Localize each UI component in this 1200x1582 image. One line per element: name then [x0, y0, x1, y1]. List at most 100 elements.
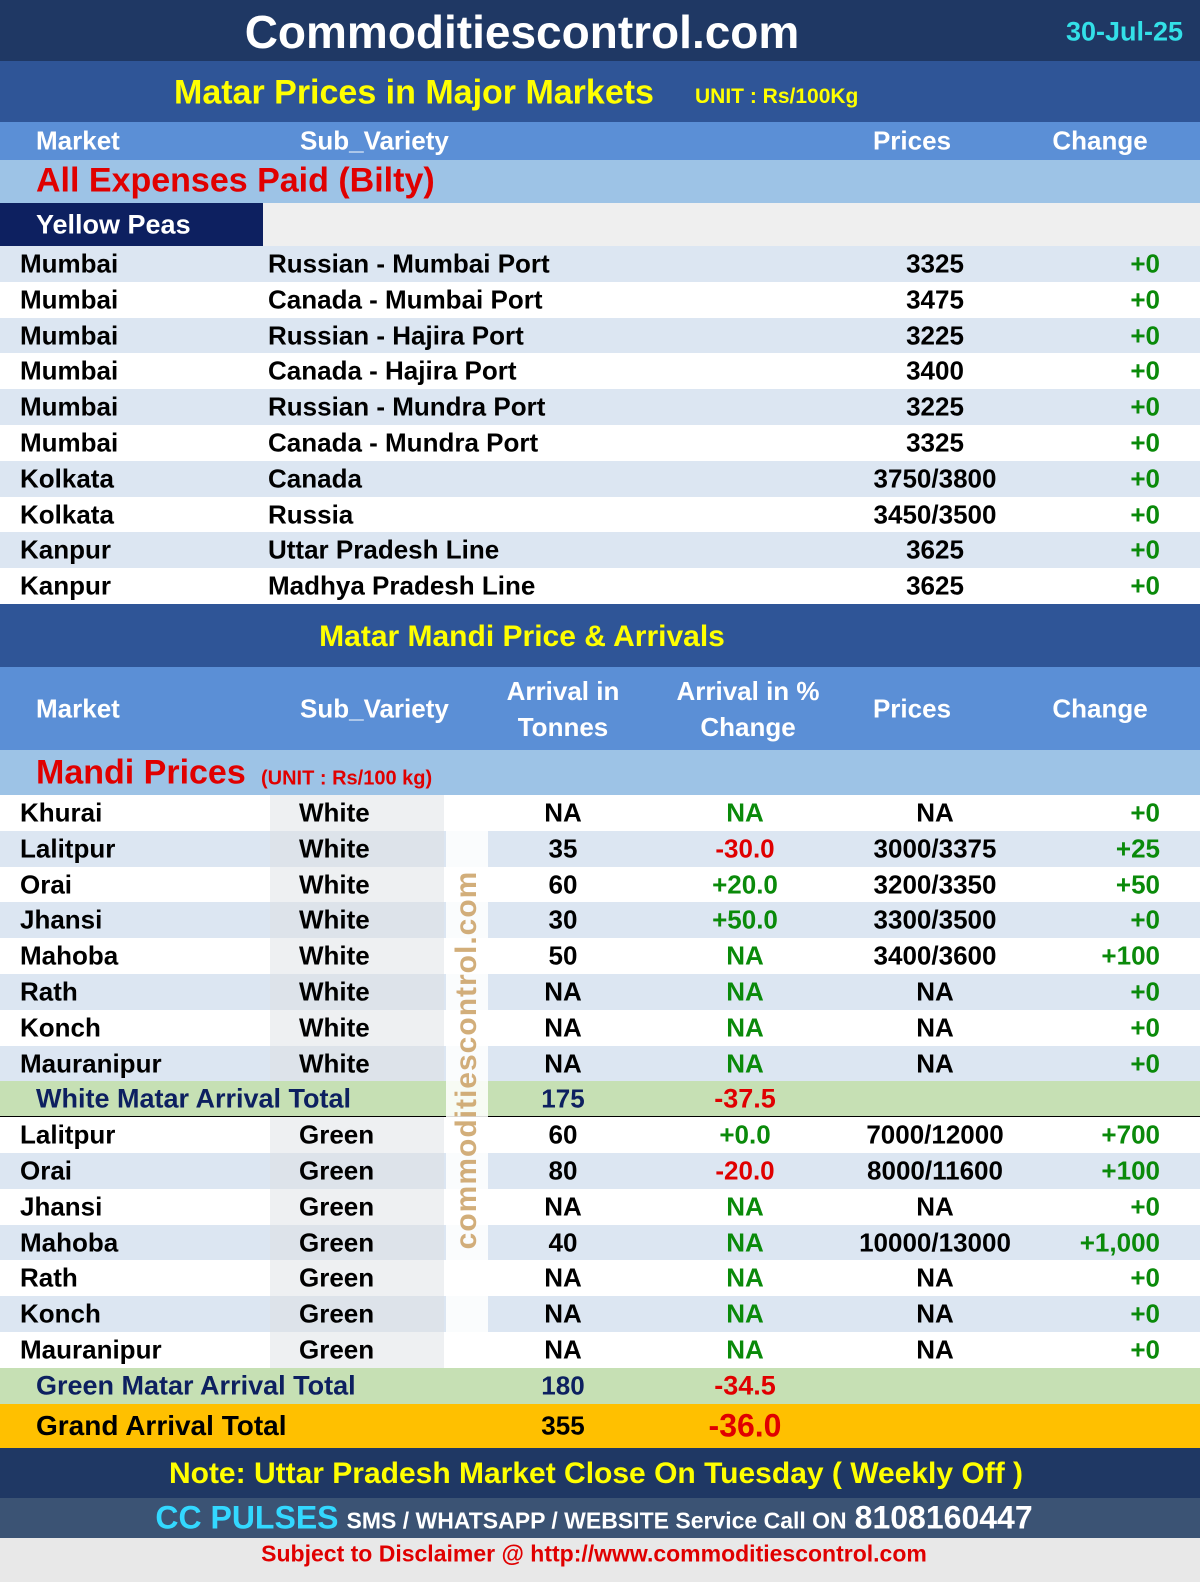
section-title: Matar Mandi Price & Arrivals: [319, 620, 725, 653]
sub-variety: Green: [299, 1119, 375, 1150]
phone: 8108160447: [854, 1499, 1033, 1536]
price: 3625: [906, 570, 964, 601]
column-header: Prices: [872, 693, 952, 724]
sub-variety: White: [299, 976, 370, 1007]
change: +50: [1115, 869, 1160, 899]
unit: UNIT : Rs/100Kg: [695, 85, 859, 108]
table-row: [0, 1117, 1200, 1153]
price: 8000/11600: [867, 1155, 1003, 1186]
group-label: All Expenses Paid (Bilty): [36, 161, 435, 200]
section-title: Matar Prices in Major Markets: [174, 73, 654, 112]
sub-variety: Green: [299, 1155, 375, 1186]
market: Mahoba: [20, 940, 119, 971]
market: Orai: [20, 1155, 73, 1186]
section-title-bar: [0, 604, 1200, 667]
arrival-change: NA: [726, 1012, 764, 1043]
sub-variety-cell: [270, 1224, 444, 1261]
change: +0: [1130, 976, 1160, 1007]
table-row: [0, 830, 1200, 867]
price: NA: [916, 1334, 954, 1365]
price: 3300/3500: [873, 904, 997, 935]
table-row: [0, 1153, 1200, 1189]
group-label: Mandi Prices: [36, 753, 246, 792]
arrival: NA: [544, 797, 582, 828]
sub-variety-cell: [270, 1045, 444, 1082]
table-row: [0, 938, 1200, 974]
market: Jhansi: [20, 1191, 103, 1222]
sub-variety: Uttar Pradesh Line: [268, 534, 500, 565]
arrival-change: NA: [726, 1334, 764, 1365]
total-row: [0, 1403, 1200, 1448]
brand: CC PULSES: [155, 1499, 339, 1536]
table-row: [0, 1224, 1200, 1261]
change: +0: [1130, 391, 1160, 422]
change: +0: [1130, 1012, 1160, 1043]
change: +0: [1130, 355, 1160, 386]
sub-variety: Canada: [268, 463, 362, 494]
market: Mumbai: [20, 391, 119, 422]
watermark: commoditiescontrol.com: [450, 870, 483, 1250]
sub-variety: Canada - Mundra Port: [268, 427, 539, 458]
column-header-bar: [0, 122, 1200, 160]
arrival: 60: [548, 1119, 578, 1150]
market: Mahoba: [20, 1227, 119, 1257]
table-row: [0, 1045, 1200, 1082]
sub-variety: Russian - Mumbai Port: [268, 248, 550, 279]
table-row: [0, 902, 1200, 939]
price: 3400: [906, 355, 964, 386]
arrival: 80: [548, 1155, 578, 1186]
sub-variety-cell: [270, 974, 444, 1010]
group-bar: [0, 160, 1200, 203]
group-bar: [0, 750, 1200, 795]
price: NA: [916, 976, 954, 1007]
change: +0: [1130, 797, 1160, 828]
table-row: [0, 1260, 1200, 1297]
table-row: [0, 460, 1200, 497]
table-row: [0, 353, 1200, 390]
sub-variety-cell: [270, 938, 444, 974]
arrival: 60: [548, 869, 578, 899]
arrival-change: NA: [726, 1048, 764, 1078]
arrival-change: -30.0: [715, 833, 775, 864]
total-row: [0, 1081, 1200, 1118]
change: +0: [1130, 284, 1160, 315]
market: Jhansi: [20, 904, 103, 935]
disclaimer-bar: [0, 1538, 1200, 1582]
sub-variety: Canada - Hajira Port: [268, 355, 517, 386]
sub-variety: Canada - Mumbai Port: [268, 284, 543, 315]
total-row: [0, 1367, 1200, 1404]
sub-variety-cell: [270, 1260, 444, 1297]
arrival-change: NA: [726, 1227, 764, 1257]
change: +0: [1130, 1191, 1160, 1222]
arrival-change: +0.0: [719, 1119, 771, 1150]
sub-variety-cell: [270, 1153, 444, 1189]
market: Kolkata: [20, 463, 114, 494]
price: 3225: [906, 391, 964, 422]
price: 3475: [906, 284, 964, 315]
sub-variety: White: [299, 904, 370, 935]
sub-variety: White: [299, 1012, 370, 1043]
market: Lalitpur: [20, 833, 116, 864]
change: +100: [1101, 1155, 1160, 1186]
subgroup-tag: [0, 203, 263, 246]
column-header: Change: [1052, 125, 1148, 156]
change: +0: [1130, 463, 1160, 494]
market: Mumbai: [20, 248, 119, 279]
market: Orai: [20, 869, 73, 899]
table-row: [0, 1296, 1200, 1332]
arrival-change: +20.0: [712, 869, 778, 899]
price: NA: [916, 1262, 954, 1293]
sub-variety: White: [299, 833, 370, 864]
table-row: [0, 246, 1200, 282]
arrival-change: NA: [726, 797, 764, 828]
total-change: -34.5: [714, 1370, 776, 1401]
price: NA: [916, 797, 954, 828]
sub-variety-cell: [270, 795, 444, 831]
arrival-change: -20.0: [715, 1155, 775, 1186]
arrival-change: NA: [726, 976, 764, 1007]
arrival-change: +50.0: [712, 904, 778, 935]
table-row: [0, 1188, 1200, 1225]
sub-variety: Green: [299, 1298, 375, 1329]
table-row: [0, 389, 1200, 425]
total-label: Green Matar Arrival Total: [36, 1370, 356, 1401]
